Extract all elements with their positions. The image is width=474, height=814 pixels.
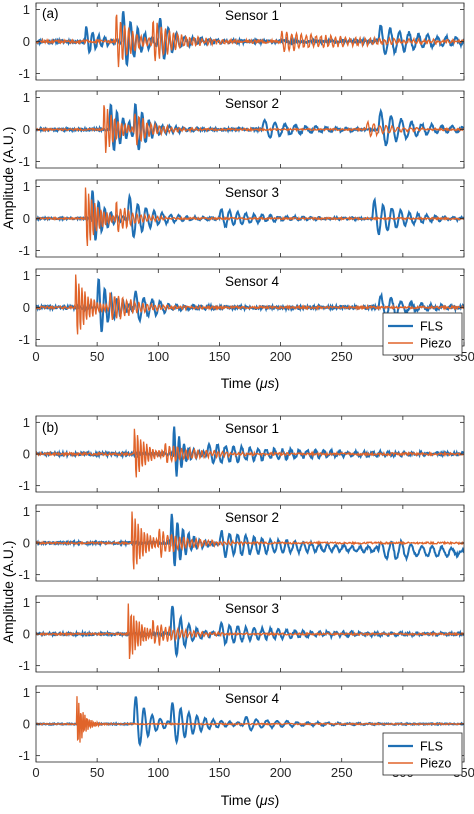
subplot-title: Sensor 2	[225, 96, 279, 111]
panel-tag: (b)	[42, 420, 59, 435]
legend-label-piezo: Piezo	[420, 757, 451, 771]
series-line-piezo	[36, 428, 464, 478]
x-tick-label: 200	[270, 349, 292, 364]
y-tick-label: -1	[18, 154, 30, 169]
y-tick-label: 0	[23, 627, 30, 642]
x-tick-label: 250	[331, 765, 353, 780]
y-tick-label: 1	[23, 504, 30, 519]
subplot-title: Sensor 1	[225, 421, 279, 436]
series-line-piezo	[36, 696, 464, 743]
series-line-piezo	[36, 511, 464, 570]
x-axis-label: Time (μs)	[221, 375, 280, 391]
y-tick-label: 1	[23, 268, 30, 283]
legend-box	[382, 732, 463, 776]
x-tick-label: 0	[32, 349, 39, 364]
x-tick-label: 200	[270, 765, 292, 780]
y-tick-label: 0	[23, 300, 30, 315]
y-tick-label: -1	[18, 567, 30, 582]
x-axis-label-unit: μs	[259, 375, 275, 391]
x-axis-label-close: )	[275, 375, 280, 391]
x-axis-label-unit: μs	[259, 792, 275, 808]
x-tick-label: 50	[90, 765, 104, 780]
y-tick-label: 1	[23, 595, 30, 610]
y-tick-label: 0	[23, 34, 30, 49]
series-line-piezo	[36, 603, 464, 660]
x-tick-label: 150	[209, 349, 231, 364]
x-axis-label-close: )	[275, 792, 280, 808]
y-tick-label: 0	[23, 536, 30, 551]
subplot-title: Sensor 4	[225, 691, 280, 706]
y-tick-label: 1	[23, 415, 30, 430]
x-tick-label: 100	[147, 349, 169, 364]
y-axis-label: Amplitude (A.U.)	[0, 127, 16, 230]
subplot-title: Sensor 3	[225, 185, 279, 200]
y-tick-label: -1	[18, 243, 30, 258]
legend-label-fls: FLS	[420, 320, 443, 334]
series-line-piezo	[36, 105, 464, 153]
y-tick-label: -1	[18, 66, 30, 81]
x-axis-label-text: Time (	[221, 792, 260, 808]
x-axis-label: Time (μs)	[221, 792, 280, 808]
x-axis-label-text: Time (	[221, 375, 260, 391]
series-line-piezo	[36, 14, 464, 68]
subplot-title: Sensor 2	[225, 510, 279, 525]
x-tick-label: 0	[32, 765, 39, 780]
y-tick-label: 1	[23, 2, 30, 17]
y-tick-label: 0	[23, 447, 30, 462]
y-tick-label: 1	[23, 179, 30, 194]
y-tick-label: 1	[23, 685, 30, 700]
subplot-title: Sensor 4	[225, 274, 280, 289]
y-tick-label: -1	[18, 332, 30, 347]
series-line-piezo	[36, 187, 464, 247]
legend-label-fls: FLS	[420, 740, 443, 754]
series-line-piezo	[36, 274, 464, 335]
x-tick-label: 150	[209, 765, 231, 780]
y-tick-label: 0	[23, 122, 30, 137]
legend-box	[382, 312, 463, 356]
legend-label-piezo: Piezo	[420, 337, 451, 351]
y-tick-label: -1	[18, 478, 30, 493]
y-tick-label: 0	[23, 211, 30, 226]
x-tick-label: 250	[331, 349, 353, 364]
y-tick-label: -1	[18, 748, 30, 763]
subplot-title: Sensor 3	[225, 601, 279, 616]
y-axis-label: Amplitude (A.U.)	[0, 541, 16, 644]
series-line-fls	[36, 103, 464, 152]
x-tick-label: 100	[147, 765, 169, 780]
panel-tag: (a)	[42, 6, 59, 21]
y-tick-label: 1	[23, 90, 30, 105]
series-line-fls	[36, 190, 464, 241]
y-tick-label: 0	[23, 717, 30, 732]
subplot-title: Sensor 1	[225, 8, 279, 23]
x-tick-label: 50	[90, 349, 104, 364]
y-tick-label: -1	[18, 658, 30, 673]
